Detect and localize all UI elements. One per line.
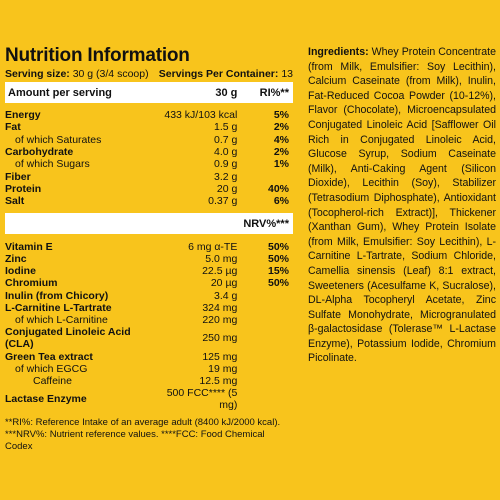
row-label: of which Sugars (15, 158, 90, 171)
row-label: of which L-Carnitine (15, 314, 108, 327)
row-label: Zinc (5, 252, 27, 265)
table-row: Chromium 20 µg 50% (5, 277, 293, 289)
row-percent (243, 387, 293, 411)
table-header-row: Amount per serving 30 g RI%** (5, 82, 293, 103)
table-row: Protein 20 g 40% (5, 183, 293, 195)
row-label: Carbohydrate (5, 146, 74, 159)
table-row: of which L-Carnitine 220 mg (5, 314, 293, 326)
row-percent: 50% (267, 252, 289, 265)
table-row: Conjugated Linoleic Acid (CLA) 250 mg (5, 326, 293, 350)
table-row: of which EGCG 19 mg (5, 363, 293, 375)
row-percent: 4% (273, 133, 289, 146)
row-percent (243, 314, 293, 326)
row-percent (243, 302, 293, 314)
row-label: Inulin (from Chicory) (5, 289, 109, 302)
nrv-header-row: NRV%*** (5, 213, 293, 235)
row-amount: 20 g (216, 182, 238, 195)
row-label: Iodine (5, 265, 36, 278)
row-amount: 433 kJ/103 kcal (164, 109, 238, 122)
table-row: Fat 1.5 g 2% (5, 121, 293, 133)
row-amount: 220 mg (202, 314, 238, 327)
row-percent (243, 375, 293, 387)
row-label: of which Saturates (15, 133, 102, 146)
row-percent (243, 363, 293, 375)
row-percent (243, 350, 293, 362)
row-percent (243, 290, 293, 302)
row-percent: 2% (273, 146, 289, 159)
row-amount: 5.0 mg (205, 252, 238, 265)
row-label: Caffeine (33, 375, 72, 388)
row-percent (243, 170, 293, 182)
page-title: Nutrition Information (5, 45, 190, 66)
table-row: Vitamin E 6 mg α-TE 50% (5, 240, 293, 253)
row-amount: 324 mg (202, 302, 238, 314)
row-percent: 6% (273, 195, 289, 208)
row-amount: 250 mg (202, 332, 238, 345)
footnotes: **RI%: Reference Intake of an average ad… (5, 417, 293, 453)
row-label: Salt (5, 195, 25, 208)
row-percent: 5% (273, 109, 289, 122)
row-label: Protein (5, 182, 42, 195)
row-percent: 15% (267, 265, 289, 278)
row-label: Green Tea extract (5, 350, 93, 363)
row-label: Vitamin E (5, 240, 53, 253)
row-percent: 50% (267, 240, 289, 253)
row-amount: 3.2 g (213, 170, 238, 183)
row-amount: 6 mg α-TE (188, 240, 238, 253)
row-label: Fat (5, 121, 21, 134)
table-row: Fiber 3.2 g (5, 170, 293, 183)
table-row: L-Carnitine L-Tartrate 324 mg (5, 302, 293, 314)
table-row: Iodine 22.5 µg 15% (5, 265, 293, 277)
row-amount: 0.9 g (213, 158, 238, 171)
row-amount: 500 FCC**** (5 mg) (166, 387, 238, 412)
table-row: Zinc 5.0 mg 50% (5, 253, 293, 265)
row-percent: 50% (267, 277, 289, 290)
ingredients-label: Ingredients: (308, 46, 369, 58)
table-row: of which Sugars 0.9 g 1% (5, 158, 293, 170)
row-amount: 125 mg (202, 350, 238, 363)
nutrition-panel: Nutrition Information Serving size: 30 g… (5, 45, 293, 453)
row-label: Fiber (5, 170, 31, 183)
row-label: Lactase Enzyme (5, 393, 87, 406)
serving-size: Serving size: 30 g (3/4 scoop) (5, 68, 149, 80)
servings-per-container: Servings Per Container: 13 (158, 68, 293, 80)
row-amount: 1.5 g (213, 121, 238, 134)
nutrition-table: Amount per serving 30 g RI%** Energy 433 … (5, 82, 293, 411)
row-amount: 0.7 g (213, 133, 238, 146)
table-row: Caffeine 12.5 mg (5, 375, 293, 387)
ingredients-text: Whey Protein Concentrate (from Milk, Emu… (308, 46, 496, 365)
table-row: Carbohydrate 4.0 g 2% (5, 146, 293, 158)
row-label: Energy (5, 109, 41, 122)
serving-info: Serving size: 30 g (3/4 scoop) Servings … (5, 68, 293, 82)
row-amount: 4.0 g (213, 146, 238, 159)
table-row: Inulin (from Chicory) 3.4 g (5, 290, 293, 302)
row-amount: 19 mg (208, 362, 238, 375)
footnote-ri: **RI%: Reference Intake of an average ad… (5, 417, 281, 429)
table-row: Salt 0.37 g 6% (5, 195, 293, 207)
row-percent: 1% (273, 158, 289, 171)
row-label: Conjugated Linoleic Acid (CLA) (5, 326, 131, 351)
table-row: of which Saturates 0.7 g 4% (5, 134, 293, 146)
row-label: L-Carnitine L-Tartrate (5, 302, 112, 314)
row-amount: 12.5 mg (199, 375, 238, 388)
table-row: Energy 433 kJ/103 kcal 5% (5, 109, 293, 121)
row-amount: 0.37 g (208, 195, 238, 208)
row-label: Chromium (5, 277, 58, 290)
table-row: Lactase Enzyme 500 FCC**** (5 mg) (5, 387, 293, 411)
row-amount: 22.5 µg (202, 265, 238, 278)
footnote-nrv: ***NRV%: Nutrient reference values. ****… (5, 429, 265, 453)
table-row: Green Tea extract 125 mg (5, 350, 293, 363)
row-label: of which EGCG (15, 362, 88, 375)
row-amount: 3.4 g (213, 289, 238, 302)
row-percent (243, 326, 293, 350)
row-amount: 20 µg (210, 277, 238, 290)
row-percent: 40% (267, 182, 289, 195)
ingredients-block: Ingredients: Whey Protein Concentrate (f… (308, 45, 496, 366)
row-percent: 2% (273, 121, 289, 134)
